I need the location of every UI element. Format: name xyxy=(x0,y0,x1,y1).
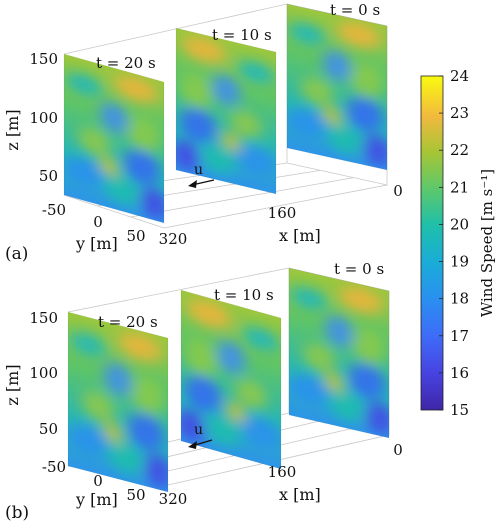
flow-arrow-head xyxy=(188,441,197,449)
wind-field-heatmap xyxy=(68,312,172,493)
x-axis-label: x [m] xyxy=(279,485,321,504)
axes-box-edge xyxy=(286,162,388,186)
x-tick-label: 320 xyxy=(159,230,188,248)
colorbar-tick-label: 15 xyxy=(450,401,469,419)
colorbar-label: Wind Speed [m s⁻¹] xyxy=(478,169,496,317)
z-axis-label: z [m] xyxy=(3,364,22,405)
y-tick-label: -50 xyxy=(42,458,66,476)
wind-field-heatmap xyxy=(177,289,281,469)
flow-arrow-head xyxy=(188,180,197,188)
z-tick-label: 150 xyxy=(29,309,58,327)
flow-arrow-label: u xyxy=(194,162,203,178)
x-tick-label: 160 xyxy=(268,463,297,481)
axes-box-outline xyxy=(63,3,388,229)
y-tick-label: 0 xyxy=(93,472,103,490)
panel-a: t = 0 s t = 10 s t = 20 s u 150 100 50 z [m] -50… xyxy=(3,1,403,264)
wind-field-heatmap xyxy=(64,54,168,224)
x-tick-label: 320 xyxy=(159,490,188,508)
z-tick-label: 50 xyxy=(39,167,58,185)
time-slice-label: t = 0 s xyxy=(330,1,380,19)
colorbar-tick-label: 18 xyxy=(450,290,469,308)
y-axis-label: y [m] xyxy=(75,490,118,509)
time-slice-label: t = 10 s xyxy=(212,26,272,44)
panel-label: (a) xyxy=(5,244,28,264)
z-tick-label: 100 xyxy=(29,109,58,127)
colorbar-tick-label: 19 xyxy=(450,253,469,271)
y-tick-label: 50 xyxy=(126,486,145,504)
colorbar-tick-label: 20 xyxy=(450,215,469,233)
colorbar-tick-label: 21 xyxy=(450,178,469,196)
time-slice xyxy=(288,267,393,439)
panel-b: t = 0 s t = 10 s t = 20 s u 150 100 50 z [m] -50… xyxy=(3,260,403,523)
x-tick-label: 160 xyxy=(268,204,297,222)
time-slice-label: t = 0 s xyxy=(334,260,384,278)
y-tick-label: 0 xyxy=(93,213,103,231)
floor-grid-line xyxy=(130,177,354,218)
z-tick-label: 50 xyxy=(39,420,58,438)
wind-field-heatmap xyxy=(289,268,393,439)
z-axis-label: z [m] xyxy=(3,109,22,150)
x-tick-label: 0 xyxy=(393,441,403,459)
panel-label: (b) xyxy=(5,503,29,523)
z-tick-label: 150 xyxy=(29,50,58,68)
time-slice xyxy=(63,53,168,224)
time-slice xyxy=(172,27,277,195)
y-axis-label: y [m] xyxy=(75,234,118,253)
colorbar-tick-label: 24 xyxy=(450,67,469,85)
time-slice xyxy=(177,289,282,470)
time-slice-label: t = 20 s xyxy=(96,54,156,72)
time-slice-label: t = 20 s xyxy=(98,313,158,331)
colorbar-tick-label: 23 xyxy=(450,104,469,122)
colorbar-tick-label: 22 xyxy=(450,141,469,159)
flow-arrow-label: u xyxy=(194,422,203,438)
x-axis-label: x [m] xyxy=(279,226,321,245)
x-tick-label: 0 xyxy=(393,182,403,200)
y-tick-label: -50 xyxy=(42,201,66,219)
wind-field-heatmap xyxy=(172,27,276,194)
z-tick-label: 100 xyxy=(29,364,58,382)
time-slice xyxy=(67,311,172,493)
colorbar-tick-label: 16 xyxy=(450,364,469,382)
time-slice xyxy=(286,3,391,171)
wind-field-heatmap xyxy=(287,4,391,171)
y-tick-label: 50 xyxy=(126,227,145,245)
time-slice-label: t = 10 s xyxy=(214,286,274,304)
colorbar-tick-label: 17 xyxy=(450,327,469,345)
colorbar-gradient xyxy=(420,75,444,411)
